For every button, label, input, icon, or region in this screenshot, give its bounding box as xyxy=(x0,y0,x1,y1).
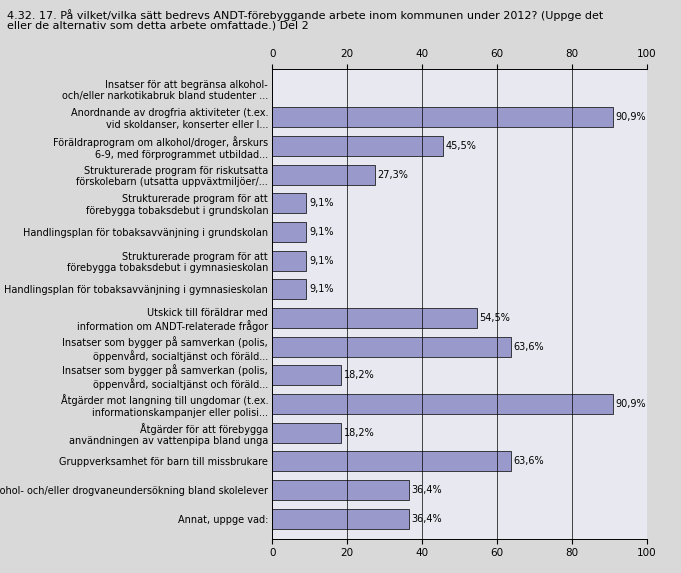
Text: 18,2%: 18,2% xyxy=(343,427,375,438)
Bar xyxy=(272,509,409,529)
Text: 4.32. 17. På vilket/vilka sätt bedrevs ANDT-förebyggande arbete inom kommunen un: 4.32. 17. På vilket/vilka sätt bedrevs A… xyxy=(7,9,603,21)
Bar xyxy=(272,222,306,242)
Bar xyxy=(272,366,340,385)
Text: 36,4%: 36,4% xyxy=(412,513,443,524)
Bar xyxy=(272,394,613,414)
Text: eller de alternativ som detta arbete omfattade.) Del 2: eller de alternativ som detta arbete omf… xyxy=(7,20,308,30)
Text: 45,5%: 45,5% xyxy=(446,141,477,151)
Text: 36,4%: 36,4% xyxy=(412,485,443,495)
Text: 63,6%: 63,6% xyxy=(513,342,544,352)
Bar xyxy=(272,423,340,443)
Text: 18,2%: 18,2% xyxy=(343,370,375,380)
Bar xyxy=(272,136,443,156)
Text: 9,1%: 9,1% xyxy=(309,227,334,237)
Text: 90,9%: 90,9% xyxy=(616,112,646,123)
Bar xyxy=(272,308,477,328)
Text: 27,3%: 27,3% xyxy=(378,170,409,180)
Bar xyxy=(272,336,511,356)
Bar xyxy=(272,480,409,500)
Text: 9,1%: 9,1% xyxy=(309,256,334,266)
Text: 9,1%: 9,1% xyxy=(309,284,334,295)
Bar xyxy=(272,280,306,300)
Bar xyxy=(272,194,306,213)
Text: 9,1%: 9,1% xyxy=(309,198,334,209)
Bar xyxy=(272,452,511,471)
Text: 54,5%: 54,5% xyxy=(479,313,510,323)
Bar xyxy=(272,251,306,271)
Text: 63,6%: 63,6% xyxy=(513,456,544,466)
Bar xyxy=(272,165,375,185)
Text: 90,9%: 90,9% xyxy=(616,399,646,409)
Bar xyxy=(272,107,613,127)
